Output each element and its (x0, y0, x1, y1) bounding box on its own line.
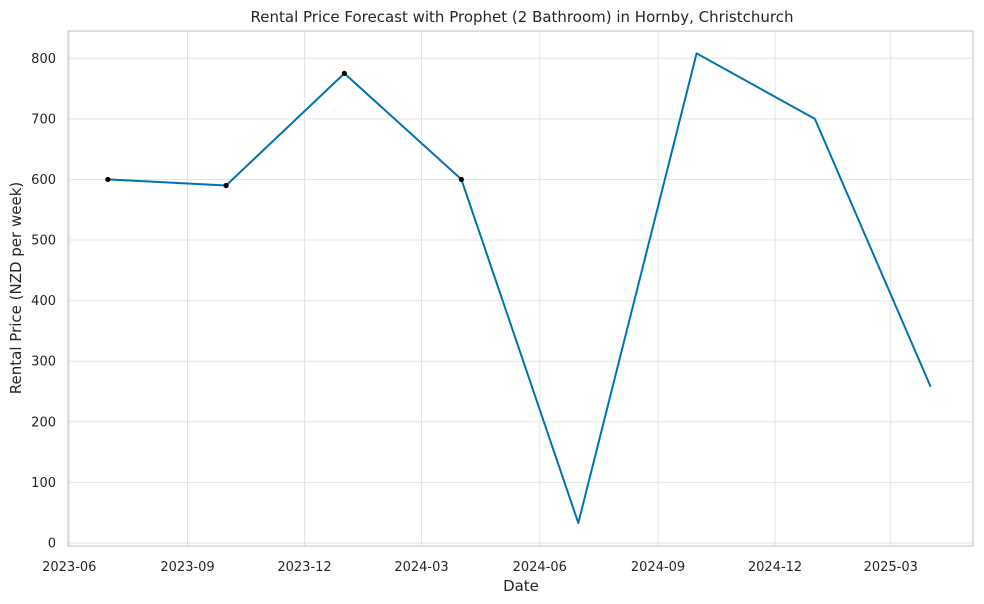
x-axis-ticks: 2023-06 2023-09 2023-12 2024-03 2024-06 2024-… (42, 560, 918, 575)
observed-point (105, 176, 111, 183)
forecast-line (107, 52, 932, 524)
y-tick-label: 0 (48, 536, 56, 551)
plot-area-frame (67, 30, 974, 547)
y-tick-label: 200 (31, 415, 56, 430)
chart-title: Rental Price Forecast with Prophet (2 Ba… (251, 8, 794, 26)
x-tick-label: 2024-09 (631, 560, 685, 575)
x-tick-label: 2024-03 (394, 560, 448, 575)
y-tick-label: 300 (31, 355, 56, 370)
y-tick-label: 600 (31, 173, 56, 188)
x-tick-label: 2025-03 (864, 560, 918, 575)
observed-points (105, 70, 464, 189)
y-tick-label: 500 (31, 234, 56, 249)
y-tick-label: 800 (31, 52, 56, 67)
y-axis-label: Rental Price (NZD per week) (7, 182, 25, 394)
y-tick-label: 400 (31, 294, 56, 309)
y-axis-ticks: 0 100 200 300 400 500 600 700 800 (31, 52, 56, 552)
x-tick-label: 2023-09 (160, 560, 214, 575)
x-axis-label: Date (503, 577, 539, 595)
grid (68, 31, 973, 546)
x-tick-label: 2024-12 (748, 560, 802, 575)
observed-point (341, 70, 347, 77)
observed-point (223, 182, 229, 189)
series-layer (107, 52, 932, 524)
x-tick-label: 2024-06 (513, 560, 567, 575)
observed-point (458, 176, 464, 183)
x-tick-label: 2023-12 (277, 560, 331, 575)
y-tick-label: 700 (31, 112, 56, 127)
y-tick-label: 100 (31, 476, 56, 491)
x-tick-label: 2023-06 (42, 560, 96, 575)
